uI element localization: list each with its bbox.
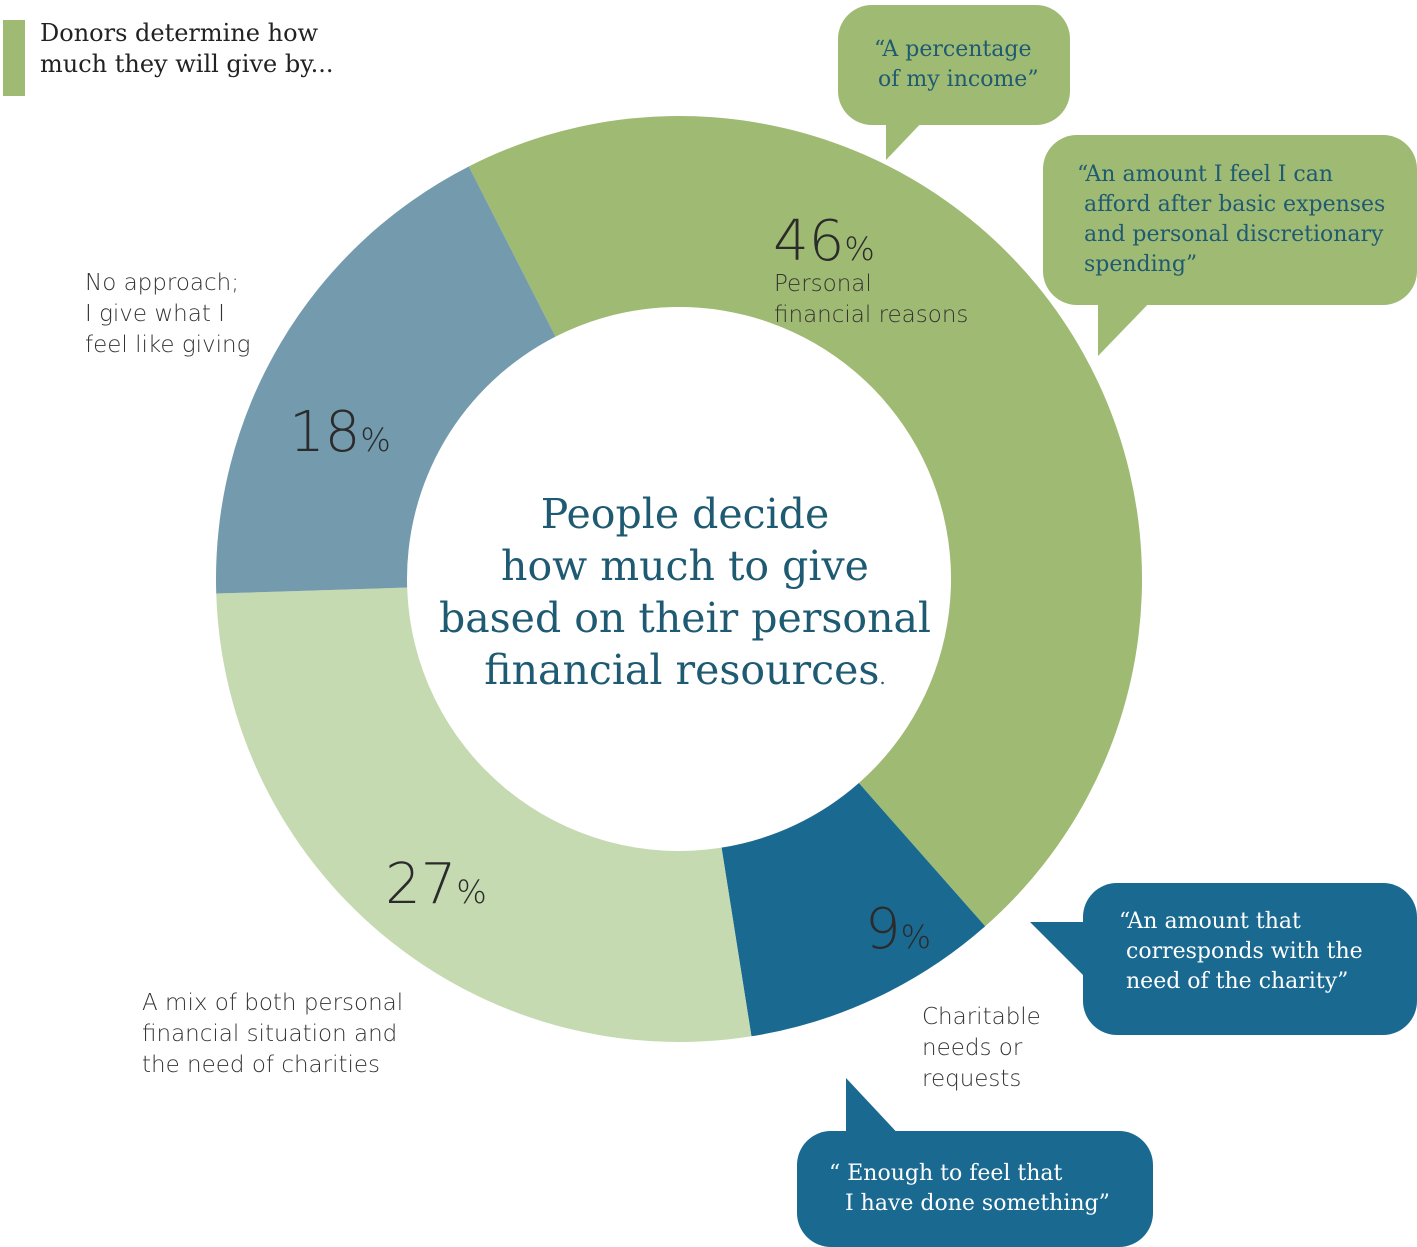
header-line: Donors determine how [40, 19, 319, 47]
percent-sign: % [456, 873, 486, 911]
segment-label-line: financial situation and [142, 1021, 398, 1047]
quote-line: “A percentage [874, 37, 1032, 62]
quote-bubble-percentage: “A percentage of my income” [838, 5, 1070, 125]
center-line: People decide [540, 490, 830, 538]
quote-line: of my income” [878, 67, 1039, 92]
center-period: . [879, 665, 886, 689]
percent-sign: % [844, 230, 874, 268]
percent-sign: % [360, 421, 390, 459]
quote-bubble-tail [1030, 922, 1088, 980]
quote-line: need of the charity” [1126, 969, 1349, 994]
segment-label-line: A mix of both personal [142, 990, 404, 1016]
center-line: financial resources. [412, 644, 958, 703]
segment-label-line: Personal [774, 271, 872, 297]
quote-line: “An amount I feel I can [1077, 162, 1334, 187]
quote-line: “An amount that [1119, 909, 1301, 934]
percent-value: 46 [773, 209, 844, 274]
quote-line: afford after basic expenses [1084, 192, 1386, 217]
percent-value: 18 [289, 400, 360, 465]
segment-label-charitable: Charitable needs or requests [922, 1002, 1041, 1095]
segment-label-personal: Personal financial reasons [774, 269, 968, 331]
header-caption: Donors determine how much they will give… [40, 18, 360, 80]
percent-labels: 46%9%27%18% [289, 209, 931, 962]
quote-bubble-done-something: “ Enough to feel that I have done someth… [797, 1131, 1153, 1247]
quote-bubble-tail [846, 1078, 904, 1140]
center-headline: People decide how much to give based on … [412, 488, 958, 703]
quote-line: I have done something” [845, 1191, 1110, 1216]
quote-bubble-tail [886, 118, 926, 160]
segment-label-line: I give what I [85, 301, 225, 327]
quote-line: “ Enough to feel that [829, 1161, 1063, 1186]
percent-label-charitable-needs: 9% [865, 897, 931, 962]
quote-line: spending” [1084, 252, 1198, 277]
header-line: much they will give by... [40, 50, 334, 78]
segment-label-line: No approach; [85, 270, 239, 296]
percent-label-mix-both: 27% [385, 852, 487, 917]
segment-label-line: the need of charities [142, 1052, 381, 1078]
segment-label-line: Charitable [922, 1004, 1041, 1030]
quote-bubble-tail [1098, 298, 1154, 356]
slice-charitable-needs [721, 783, 986, 1037]
slice-no-approach [215, 166, 556, 594]
percent-value: 27 [385, 852, 456, 917]
percent-sign: % [901, 918, 931, 956]
header-accent-bar [3, 20, 25, 96]
percent-label-no-approach: 18% [289, 400, 391, 465]
center-line-text: financial resources [484, 646, 880, 694]
donut-slices [215, 115, 1143, 1042]
quote-bubble-charity-need: “An amount that corresponds with the nee… [1083, 883, 1417, 1035]
quote-bubble-afford: “An amount I feel I can afford after bas… [1043, 135, 1417, 305]
percent-label-personal-financial: 46% [773, 209, 875, 274]
slice-personal-financial [468, 115, 1143, 927]
segment-label-line: feel like giving [85, 332, 251, 358]
center-line: based on their personal [438, 594, 932, 642]
segment-label-line: financial reasons [774, 302, 969, 328]
percent-value: 9 [865, 897, 901, 962]
quote-line: and personal discretionary [1084, 222, 1384, 247]
quote-line: corresponds with the [1126, 939, 1363, 964]
center-line: how much to give [501, 542, 869, 590]
segment-label-mix: A mix of both personal financial situati… [142, 988, 403, 1081]
slice-mix-both [216, 587, 752, 1042]
segment-label-no-approach: No approach; I give what I feel like giv… [85, 268, 250, 361]
segment-label-line: needs or [922, 1035, 1023, 1061]
segment-label-line: requests [922, 1066, 1022, 1092]
